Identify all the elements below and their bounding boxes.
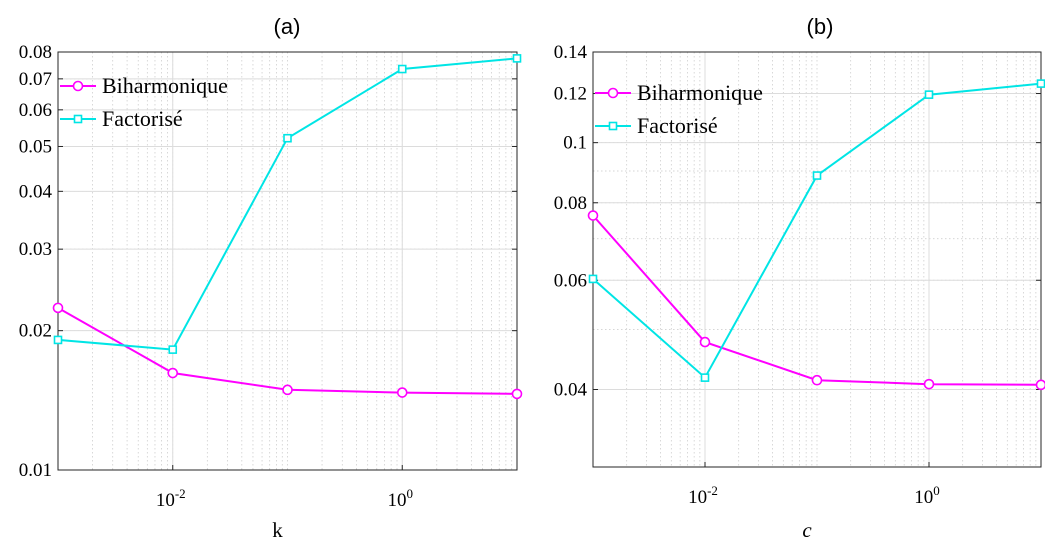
data-point <box>396 387 408 398</box>
legend-label: Factorisé <box>102 106 183 131</box>
data-point <box>1036 79 1045 88</box>
data-point <box>812 171 822 180</box>
data-point <box>511 388 523 400</box>
y-tick-label: 0.08 <box>554 193 587 214</box>
y-tick-label: 0.06 <box>554 270 587 291</box>
y-tick-label: 0.06 <box>19 100 52 121</box>
y-tick-label: 0.12 <box>554 84 587 105</box>
chart-1: 0.04 0.06 0.08 0.1 0.12 0.14 10-2 100 (b) c Biharm… <box>554 14 1045 542</box>
chart-title: (b) <box>807 14 834 39</box>
legend-label: Biharmonique <box>637 80 763 105</box>
y-tick-label: 0.05 <box>19 136 52 157</box>
plot-frame <box>57 51 518 471</box>
legend: Biharmonique Factorisé <box>60 73 228 131</box>
data-point <box>512 54 522 63</box>
chart-0: 0.01 0.02 0.03 0.04 0.05 0.06 0.07 0.08 10-2 100 (… <box>19 14 523 542</box>
y-tick-label: 0.04 <box>19 181 53 202</box>
series-Factorisé <box>588 79 1045 382</box>
legend-marker <box>608 121 618 131</box>
data-point <box>168 345 178 354</box>
legend-label: Factorisé <box>637 113 718 138</box>
legend: Biharmonique Factorisé <box>595 80 763 138</box>
data-point <box>167 367 179 379</box>
data-point <box>588 274 598 284</box>
y-tick-label: 0.01 <box>19 460 52 481</box>
x-axis-label: k <box>272 518 283 542</box>
chart-title: (a) <box>274 14 301 39</box>
data-point <box>282 384 293 396</box>
plot-frame <box>592 51 1042 468</box>
data-point <box>397 64 407 74</box>
y-tick-label: 0.14 <box>554 42 588 63</box>
data-point <box>53 335 63 345</box>
legend-marker <box>607 87 619 99</box>
data-point <box>924 90 934 99</box>
x-tick-label: 100 <box>914 483 940 508</box>
data-point <box>283 133 292 143</box>
y-tick-label: 0.02 <box>19 321 52 342</box>
data-point <box>1035 379 1045 391</box>
series-Biharmonique <box>587 210 1045 391</box>
data-point <box>699 336 711 348</box>
legend-marker <box>72 80 84 92</box>
series-Biharmonique <box>52 302 523 400</box>
x-tick-label: 10-2 <box>688 483 718 508</box>
data-point <box>52 302 64 314</box>
y-tick-label: 0.03 <box>19 239 52 260</box>
x-tick-label: 100 <box>388 486 414 511</box>
grid <box>592 51 1041 468</box>
legend-label: Biharmonique <box>102 73 228 98</box>
y-tick-label: 0.07 <box>19 69 52 90</box>
series-Factorisé <box>53 54 522 354</box>
x-axis-label: c <box>802 518 812 542</box>
y-tick-label: 0.08 <box>19 42 52 63</box>
y-tick-label: 0.1 <box>563 133 587 154</box>
x-tick-label: 10-2 <box>156 486 186 511</box>
data-point <box>587 210 599 221</box>
legend-marker <box>73 114 83 124</box>
data-point <box>700 373 710 382</box>
data-point <box>811 374 823 386</box>
y-tick-label: 0.04 <box>554 379 588 400</box>
data-point <box>923 378 935 390</box>
